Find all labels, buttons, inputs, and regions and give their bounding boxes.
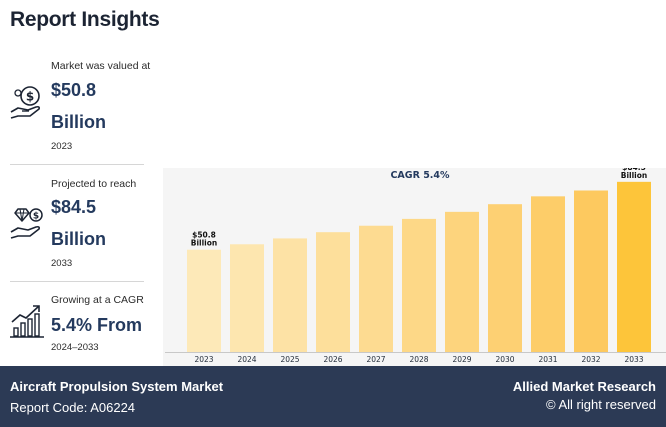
data-label: $84.5: [622, 168, 646, 172]
x-tick-label: 2031: [538, 355, 557, 364]
x-tick-label: 2033: [624, 355, 643, 364]
bar-2032: [574, 190, 608, 352]
bar-2029: [445, 211, 479, 352]
money-hand-icon: $: [10, 86, 40, 119]
stat-label: Projected to reach: [51, 178, 137, 190]
page-title: Report Insights: [10, 8, 160, 31]
stat-unit: Billion: [51, 112, 106, 132]
bar-2023: [187, 249, 221, 352]
stats-panel: Market was valued at $ $50.8 Billion 202…: [0, 50, 160, 366]
bar-2024: [230, 244, 264, 352]
footer: Aircraft Propulsion System Market Report…: [0, 366, 666, 427]
stat-label: Market was valued at: [51, 60, 151, 72]
stat-year: 2023: [51, 141, 73, 152]
bar-2028: [402, 218, 436, 352]
svg-text:$: $: [33, 212, 39, 222]
brand-name: Allied Market Research: [512, 379, 656, 394]
divider: [10, 281, 144, 282]
x-tick-label: 2032: [581, 355, 600, 364]
bar-chart: CAGR 5.4% 2023 2024 2025 2026 2027 2028 2029 203…: [165, 168, 666, 364]
report-code: Report Code: A06224: [10, 400, 136, 415]
bar-2027: [359, 225, 393, 352]
x-tick-label: 2027: [366, 355, 385, 364]
bar-2033: [617, 181, 651, 352]
x-tick-label: 2023: [194, 355, 213, 364]
bar-2025: [273, 238, 307, 352]
x-tick-label: 2026: [323, 355, 342, 364]
x-tick-label: 2029: [452, 355, 471, 364]
bar-2030: [488, 204, 522, 352]
data-label: Billion: [191, 239, 218, 248]
x-tick-label: 2030: [495, 355, 514, 364]
rights-text: © All right reserved: [545, 397, 656, 412]
x-tick-label: 2025: [280, 355, 299, 364]
chart-title: CAGR 5.4%: [390, 170, 450, 181]
stat-year: 2024–2033: [51, 342, 99, 353]
stat-value: $50.8: [51, 80, 97, 100]
x-tick-label: 2028: [409, 355, 428, 364]
bar-2026: [316, 232, 350, 352]
data-label: Billion: [621, 171, 648, 180]
data-label: $50.8: [192, 231, 216, 240]
bar-2031: [531, 196, 565, 352]
svg-text:$: $: [26, 90, 34, 104]
stat-unit: Billion: [51, 229, 106, 249]
growth-chart-icon: [10, 305, 44, 338]
stat-year: 2033: [51, 258, 73, 269]
divider: [10, 164, 144, 165]
x-tick-label: 2024: [237, 355, 256, 364]
stat-value: $84.5: [51, 197, 97, 217]
market-name: Aircraft Propulsion System Market: [10, 379, 224, 394]
stat-value: 5.4% From: [51, 315, 143, 335]
stat-label: Growing at a CAGR: [51, 294, 144, 306]
diamond-hand-icon: $: [10, 208, 43, 239]
